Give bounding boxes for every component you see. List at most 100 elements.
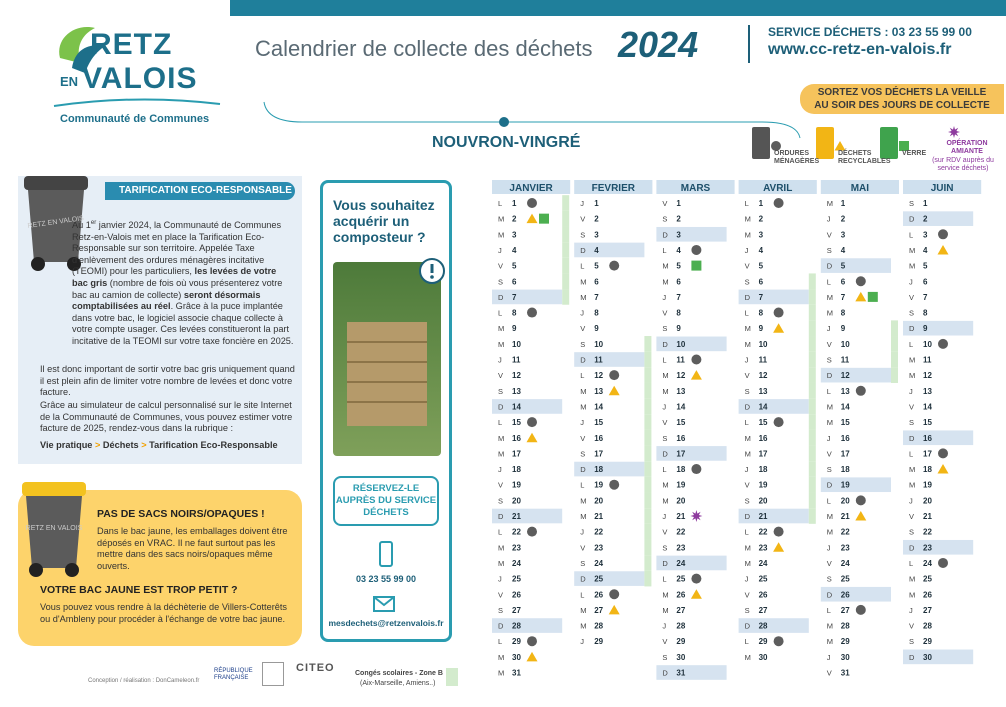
day-row: V 10 (827, 336, 898, 352)
day-row: J 25 (498, 575, 521, 584)
weekday: M (498, 669, 504, 678)
day-number: 3 (594, 230, 599, 239)
weekday: S (662, 215, 667, 224)
day-number: 2 (841, 215, 846, 224)
composteur-phone: 03 23 55 99 00 (355, 574, 417, 584)
day-row: D 25 (574, 570, 652, 587)
weekday: L (827, 496, 831, 505)
day-number: 31 (512, 669, 521, 678)
composteur-email: mesdechets@retzenvalois.fr (328, 618, 444, 628)
text: er (90, 220, 97, 226)
day-number: 26 (594, 590, 603, 599)
day-row: M 30 (745, 653, 768, 662)
weekday: S (580, 449, 585, 458)
day-row: M 17 (745, 445, 816, 462)
collect-icon (937, 244, 949, 255)
collect-icon (609, 260, 620, 271)
composteur-photo (333, 262, 441, 456)
weekday: J (498, 356, 502, 365)
bin-label: RETZ EN VALOIS (26, 525, 83, 532)
day-row: S 23 (662, 543, 685, 552)
day-row: M 26 (662, 589, 702, 599)
day-row: D 30 (903, 649, 974, 665)
day-row: D 31 (656, 665, 727, 680)
day-row: V 31 (827, 669, 850, 678)
weekday: L (745, 199, 749, 208)
day-row: D 18 (574, 461, 652, 477)
month-header (820, 180, 899, 194)
day-row: V 12 (745, 367, 816, 383)
weekday: V (827, 669, 832, 678)
weekday: D (909, 434, 915, 443)
credit: Conception / réalisation : DonCameleon.f… (88, 678, 200, 684)
sunday-band (903, 211, 974, 226)
weekday: M (909, 262, 915, 271)
day-number: 19 (759, 481, 768, 490)
day-row: M 20 (662, 496, 685, 505)
collect-icon (773, 636, 784, 647)
day-row: D 26 (820, 586, 891, 602)
collect-icon (608, 385, 620, 396)
day-number: 4 (759, 246, 764, 255)
day-row: V 26 (498, 590, 521, 599)
day-number: 21 (676, 512, 685, 521)
sunday-band (820, 258, 891, 273)
weekday: M (498, 449, 504, 458)
day-number: 12 (594, 371, 603, 380)
day-row: S 16 (662, 434, 685, 443)
collect-icon (691, 464, 702, 475)
holiday-band (808, 336, 816, 352)
day-number: 29 (841, 637, 850, 646)
day-row: D 16 (903, 430, 974, 446)
day-number: 12 (841, 371, 850, 380)
day-number: 4 (594, 246, 599, 255)
day-number: 14 (512, 402, 521, 411)
weekday: D (662, 340, 668, 349)
day-number: 4 (512, 246, 517, 255)
day-row: J 23 (827, 543, 850, 552)
day-number: 13 (512, 387, 521, 396)
day-row: L 15 (745, 414, 816, 430)
weekday: D (498, 512, 504, 521)
collect-icon (855, 276, 866, 287)
composteur-title: Vous souhaitez acquérir un composteur ? (333, 197, 435, 245)
weekday: V (909, 293, 914, 302)
weekday: M (662, 387, 668, 396)
weekday: J (827, 543, 831, 552)
sunday-band (903, 539, 974, 555)
weekday: M (580, 402, 586, 411)
text: Déchets (102, 440, 139, 450)
day-number: 5 (676, 262, 681, 271)
day-number: 9 (923, 324, 928, 333)
day-row: M 31 (498, 669, 521, 678)
text: les levées de votre bac gris (72, 266, 277, 289)
day-number: 24 (759, 559, 768, 568)
day-number: 9 (512, 324, 517, 333)
day-row: J 25 (745, 575, 768, 584)
day-number: 21 (759, 512, 768, 521)
day-number: 13 (594, 387, 603, 396)
weekday: M (909, 575, 915, 584)
day-number: 6 (923, 277, 928, 286)
weekday: L (909, 559, 913, 568)
day-number: 10 (841, 340, 850, 349)
legend-note: (sur RDV auprès du service déchets) (932, 157, 994, 172)
weekday: M (827, 402, 833, 411)
day-row: M 21 (580, 508, 652, 524)
year: 2024 (618, 24, 699, 65)
weekday: D (580, 246, 586, 255)
day-number: 7 (759, 293, 764, 302)
day-number: 13 (759, 387, 768, 396)
day-row: S 11 (827, 351, 898, 368)
weekday: V (827, 340, 832, 349)
day-number: 23 (512, 543, 521, 552)
day-number: 5 (759, 262, 764, 271)
weekday: M (580, 512, 586, 521)
sunday-band (820, 477, 891, 493)
day-number: 24 (512, 559, 521, 568)
